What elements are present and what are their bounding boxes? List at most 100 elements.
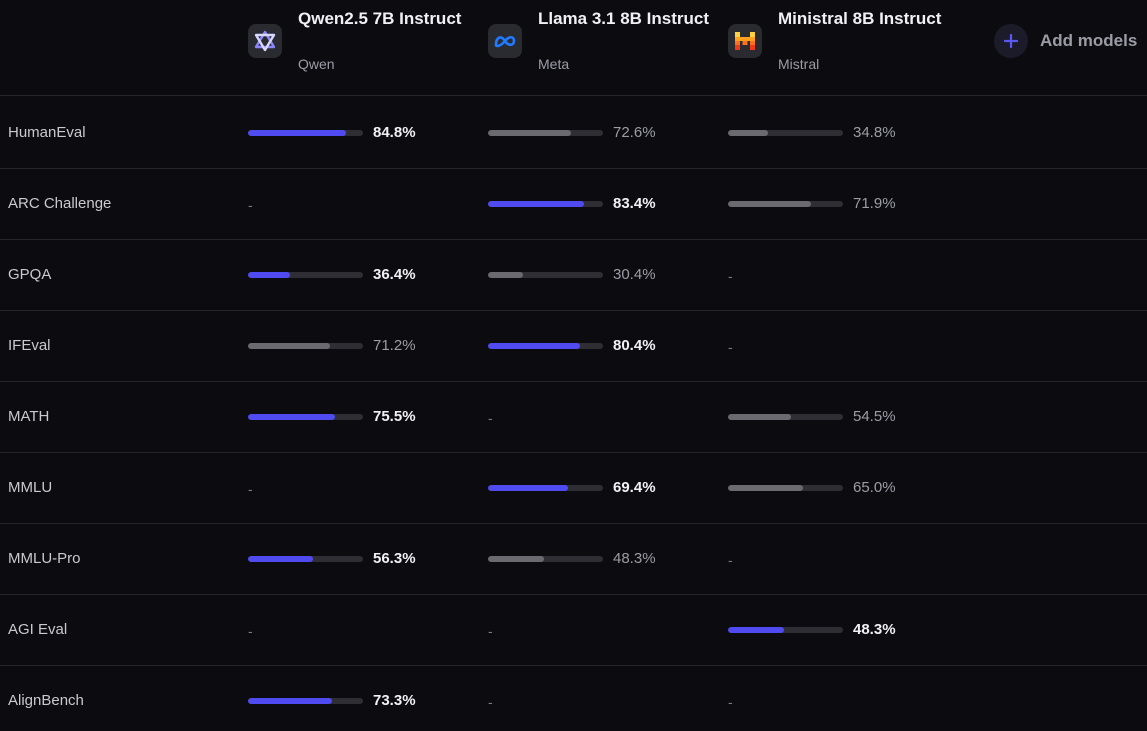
- table-row: ARC Challenge - 83.4% 71.9%: [0, 169, 1147, 240]
- score-value: 65.0%: [853, 479, 896, 496]
- empty-score: -: [488, 623, 493, 639]
- benchmark-label: MMLU: [8, 479, 53, 496]
- score-bar-fill: [248, 414, 335, 420]
- score-bar-fill: [248, 698, 332, 704]
- score-cell: 65.0%: [728, 453, 958, 523]
- score-cell: -: [728, 524, 958, 594]
- score-cell: 36.4%: [248, 240, 478, 310]
- benchmark-label: MATH: [8, 408, 50, 425]
- empty-score: -: [728, 339, 733, 355]
- score-bar-fill: [488, 485, 568, 491]
- plus-icon: [994, 24, 1028, 58]
- score-value: 71.9%: [853, 195, 896, 212]
- score-cell: 84.8%: [248, 98, 478, 168]
- benchmark-label: GPQA: [8, 266, 52, 283]
- score-cell: -: [728, 666, 958, 731]
- score-bar: [248, 414, 363, 420]
- score-cell: -: [248, 595, 478, 665]
- score-value: 36.4%: [373, 266, 416, 283]
- score-bar-fill: [728, 201, 811, 207]
- score-bar: [248, 698, 363, 704]
- add-models-button[interactable]: Add models: [994, 24, 1137, 58]
- score-bar: [488, 485, 603, 491]
- table-row: AGI Eval - - 48.3%: [0, 595, 1147, 666]
- score-cell: 56.3%: [248, 524, 478, 594]
- score-cell: 73.3%: [248, 666, 478, 731]
- table-row: IFEval 71.2% 80.4% -: [0, 311, 1147, 382]
- score-cell: -: [248, 169, 478, 239]
- score-value: 83.4%: [613, 195, 656, 212]
- score-value: 48.3%: [853, 621, 896, 638]
- benchmark-label: IFEval: [8, 337, 51, 354]
- score-cell: 72.6%: [488, 98, 718, 168]
- score-value: 30.4%: [613, 266, 656, 283]
- empty-score: -: [728, 694, 733, 710]
- empty-score: -: [728, 552, 733, 568]
- score-bar-fill: [728, 130, 768, 136]
- score-cell: 54.5%: [728, 382, 958, 452]
- score-bar: [728, 201, 843, 207]
- empty-score: -: [488, 410, 493, 426]
- score-cell: -: [728, 240, 958, 310]
- score-value: 72.6%: [613, 124, 656, 141]
- score-bar-fill: [488, 272, 523, 278]
- score-cell: 30.4%: [488, 240, 718, 310]
- add-models-label: Add models: [1040, 31, 1138, 50]
- benchmark-rows: HumanEval 84.8% 72.6% 34.8% ARC Challenge - 83…: [0, 98, 1147, 731]
- score-bar-fill: [728, 414, 791, 420]
- table-row: MMLU - 69.4% 65.0%: [0, 453, 1147, 524]
- benchmark-label: AGI Eval: [8, 621, 68, 638]
- mistral-logo-icon: [728, 24, 762, 58]
- score-cell: -: [728, 311, 958, 381]
- empty-score: -: [488, 694, 493, 710]
- score-bar-fill: [488, 201, 584, 207]
- empty-score: -: [248, 197, 253, 213]
- score-value: 56.3%: [373, 550, 416, 567]
- score-bar-fill: [248, 272, 290, 278]
- score-bar-fill: [248, 130, 346, 136]
- score-bar: [488, 130, 603, 136]
- score-cell: 71.9%: [728, 169, 958, 239]
- meta-logo-icon: [488, 24, 522, 58]
- model-name: Llama 3.1 8B Instruct: [538, 9, 710, 28]
- empty-score: -: [248, 481, 253, 497]
- model-name: Ministral 8B Instruct: [778, 9, 942, 28]
- table-row: GPQA 36.4% 30.4% -: [0, 240, 1147, 311]
- score-bar: [248, 272, 363, 278]
- score-bar: [728, 627, 843, 633]
- benchmark-label: HumanEval: [8, 124, 86, 141]
- score-bar-fill: [728, 485, 803, 491]
- score-bar: [248, 343, 363, 349]
- benchmark-label: ARC Challenge: [8, 195, 112, 212]
- score-bar-fill: [488, 343, 580, 349]
- score-cell: 69.4%: [488, 453, 718, 523]
- score-bar: [488, 201, 603, 207]
- score-cell: 80.4%: [488, 311, 718, 381]
- score-bar: [248, 130, 363, 136]
- score-value: 69.4%: [613, 479, 656, 496]
- score-cell: -: [488, 666, 718, 731]
- score-bar: [728, 130, 843, 136]
- score-value: 71.2%: [373, 337, 416, 354]
- score-bar-fill: [248, 556, 313, 562]
- table-row: AlignBench 73.3% - -: [0, 666, 1147, 731]
- table-header: Qwen2.5 7B Instruct Qwen Llama 3.1 8B In…: [0, 0, 1147, 96]
- score-bar: [728, 485, 843, 491]
- score-value: 48.3%: [613, 550, 656, 567]
- score-cell: -: [488, 595, 718, 665]
- score-bar: [248, 556, 363, 562]
- qwen-logo-icon: [248, 24, 282, 58]
- score-cell: 75.5%: [248, 382, 478, 452]
- score-cell: 34.8%: [728, 98, 958, 168]
- benchmark-label: AlignBench: [8, 692, 84, 709]
- score-bar-fill: [488, 130, 571, 136]
- empty-score: -: [248, 623, 253, 639]
- score-bar: [488, 272, 603, 278]
- table-row: MATH 75.5% - 54.5%: [0, 382, 1147, 453]
- score-bar-fill: [728, 627, 784, 633]
- score-cell: 83.4%: [488, 169, 718, 239]
- model-name: Qwen2.5 7B Instruct: [298, 9, 462, 28]
- score-value: 84.8%: [373, 124, 416, 141]
- empty-score: -: [728, 268, 733, 284]
